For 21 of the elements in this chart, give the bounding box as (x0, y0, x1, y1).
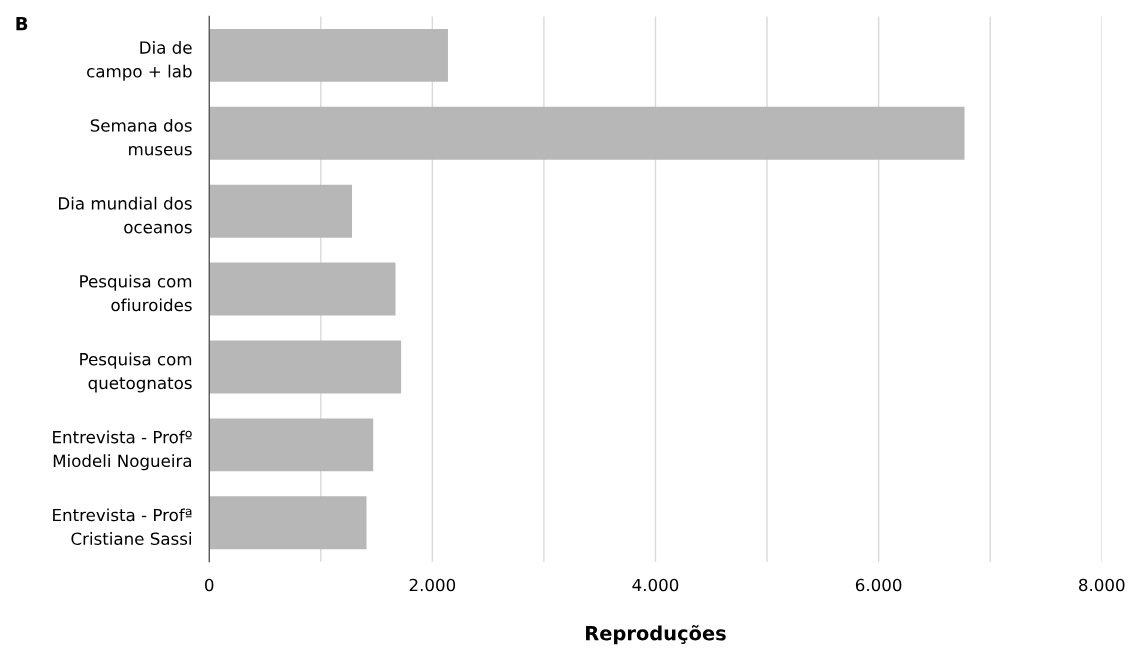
text: B (16, 16, 28, 31)
x-tick-label: 8.000 (1079, 578, 1125, 592)
x-tick-label: 0 (205, 578, 214, 592)
y-tick-label: Dia mundial dos oceanos (59, 196, 192, 234)
bar (209, 496, 367, 550)
x-tick-label: 6.000 (855, 578, 902, 592)
bar (209, 340, 402, 394)
y-tick-label: Pesquisa com quetognatos (80, 352, 192, 393)
bar (209, 28, 448, 82)
bar (209, 418, 374, 472)
x-tick-label: 4.000 (632, 578, 679, 592)
y-tick-label: Semana dos museus (90, 118, 192, 156)
y-tick-label: Entrevista - Profº Miodeli Nogueira (53, 430, 192, 471)
y-tick-label: Pesquisa com ofiuroides (80, 274, 192, 312)
x-tick-label: 2.000 (409, 578, 456, 592)
y-tick-label: Entrevista - Profª Cristiane Sassi (53, 508, 192, 546)
bar (209, 106, 965, 160)
y-tick-label: Dia de campo + lab (87, 40, 192, 81)
bar (209, 262, 396, 316)
bar (209, 184, 353, 238)
x-axis-title: Reproduções (586, 625, 726, 645)
